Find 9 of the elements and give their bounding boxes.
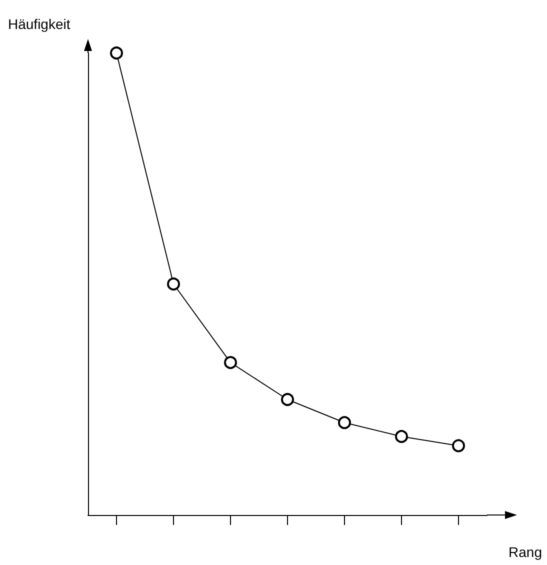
point [110,46,123,60]
point [395,430,408,443]
point [338,416,351,430]
point [452,439,465,452]
y-axis-title: Häufigkeit [8,16,70,32]
x-axis-title: Rang [508,544,542,560]
point [281,393,294,406]
point [167,278,180,290]
point [224,356,237,370]
